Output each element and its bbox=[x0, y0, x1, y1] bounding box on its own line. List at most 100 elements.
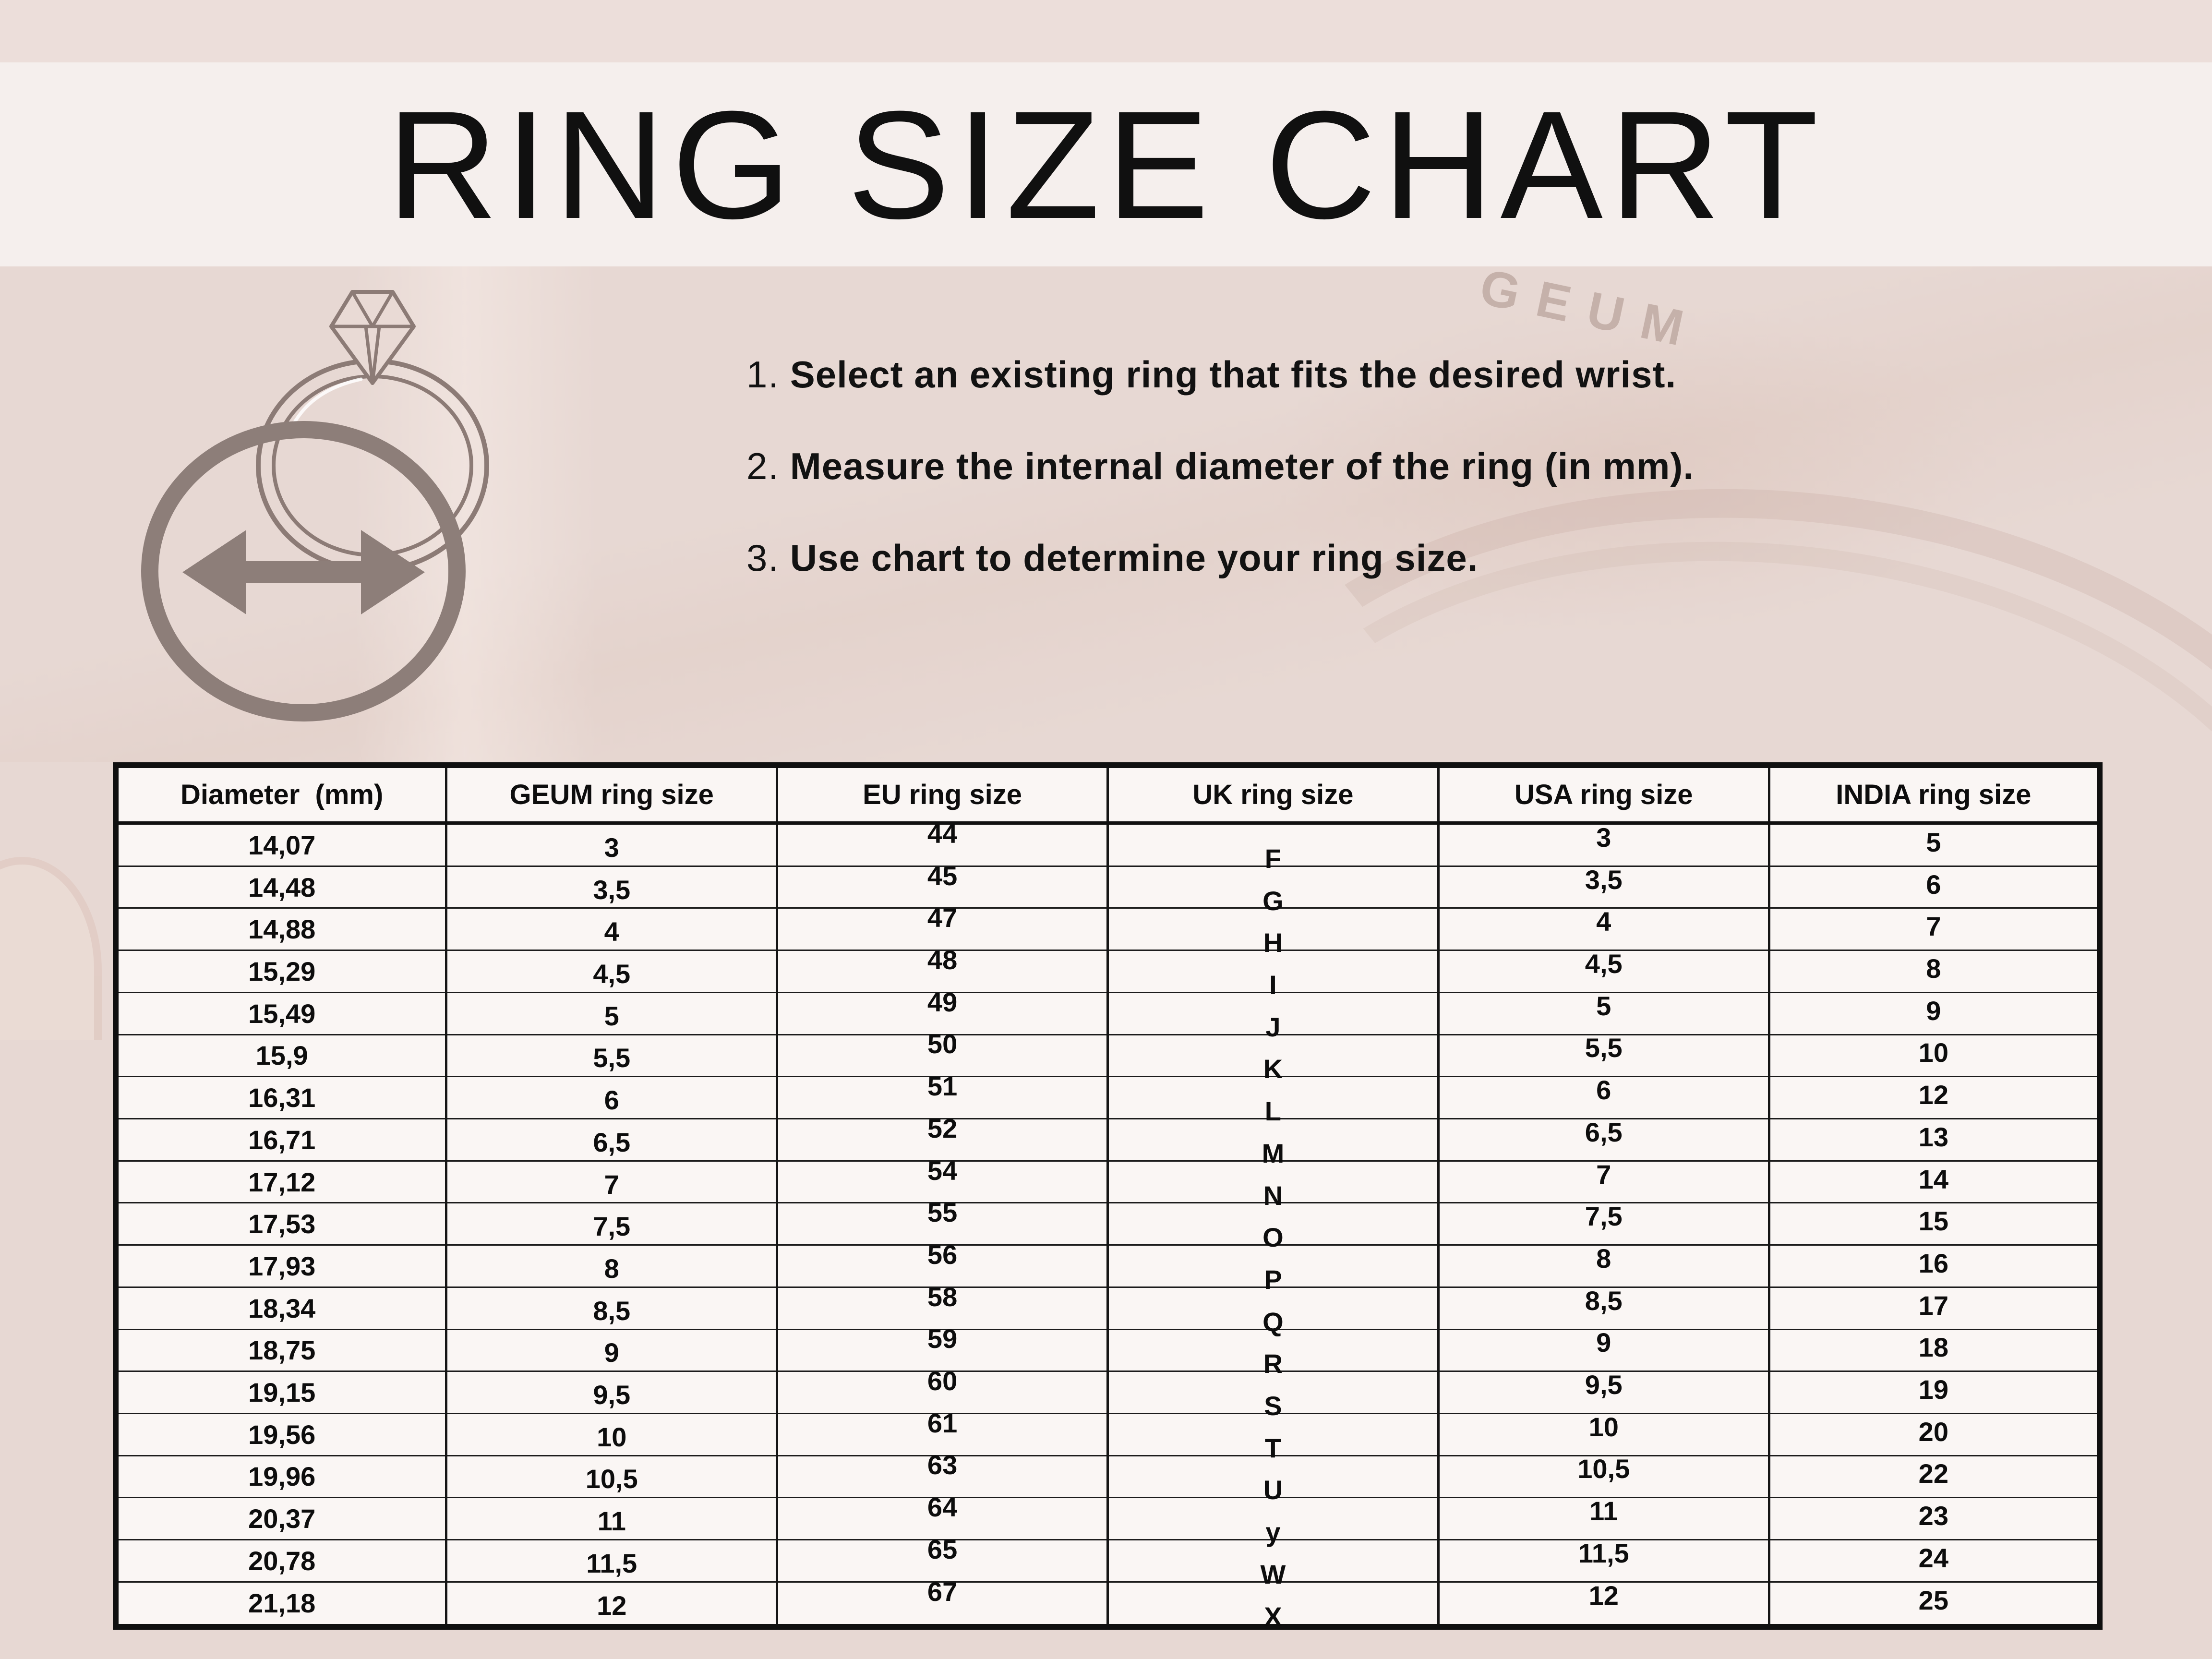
table-cell: W bbox=[1106, 1539, 1440, 1589]
table-cell: 50 bbox=[776, 1029, 1109, 1078]
table-row: 19,15 9,5 60 S 9,5 19 bbox=[114, 1366, 2101, 1421]
table-cell: 16,71 bbox=[114, 1118, 448, 1162]
instruction-step-2: 2. Measure the internal diameter of the … bbox=[746, 445, 1694, 488]
table-cell: 67 bbox=[776, 1576, 1109, 1628]
table-cell: 8 bbox=[1437, 1243, 1770, 1288]
table-cell: X bbox=[1106, 1581, 1440, 1632]
table-cell: 19,96 bbox=[114, 1455, 448, 1499]
instruction-list: 1. Select an existing ring that fits the… bbox=[746, 353, 1694, 580]
table-row: 20,37 11 64 y 11 23 bbox=[114, 1492, 2101, 1547]
step-text: Select an existing ring that fits the de… bbox=[790, 353, 1677, 396]
table-cell: 14,48 bbox=[114, 865, 448, 909]
table-cell: 10,5 bbox=[1437, 1454, 1770, 1499]
table-cell: J bbox=[1106, 991, 1440, 1042]
instruction-step-1: 1. Select an existing ring that fits the… bbox=[746, 353, 1694, 397]
table-cell: 9 bbox=[445, 1328, 779, 1372]
table-cell: 19,15 bbox=[114, 1370, 448, 1414]
table-cell: 15,29 bbox=[114, 950, 448, 993]
table-row: 19,96 10,5 63 U 10,5 22 bbox=[114, 1450, 2101, 1505]
step-text: Use chart to determine your ring size. bbox=[790, 537, 1479, 579]
table-cell: 4,5 bbox=[1437, 949, 1770, 993]
table-row: 16,71 6,5 52 M 6,5 13 bbox=[114, 1113, 2101, 1168]
instruction-step-3: 3. Use chart to determine your ring size… bbox=[746, 536, 1694, 580]
column-header: Diameter (mm) bbox=[114, 764, 448, 825]
table-cell: 5 bbox=[1437, 991, 1770, 1035]
table-cell: 58 bbox=[776, 1282, 1109, 1330]
table-row: 14,88 4 47 H 4 7 bbox=[114, 902, 2101, 958]
table-cell: 7 bbox=[445, 1160, 779, 1204]
table-cell: 15,49 bbox=[114, 991, 448, 1035]
table-cell: 6 bbox=[445, 1076, 779, 1119]
table-row: 20,78 11,5 65 W 11,5 24 bbox=[114, 1534, 2101, 1589]
table-cell: 8,5 bbox=[1437, 1286, 1770, 1330]
table-cell: 11 bbox=[1437, 1496, 1770, 1541]
table-cell: 17,53 bbox=[114, 1202, 448, 1246]
table-cell: 9 bbox=[1437, 1327, 1770, 1372]
table-cell: 59 bbox=[776, 1323, 1109, 1372]
table-cell: L bbox=[1106, 1076, 1440, 1126]
table-cell: O bbox=[1106, 1202, 1440, 1252]
table-cell: 3,5 bbox=[445, 865, 779, 909]
table-cell: 6,5 bbox=[1437, 1117, 1770, 1162]
column-header: USA ring size bbox=[1437, 764, 1770, 825]
column-header: INDIA ring size bbox=[1767, 764, 2101, 825]
table-cell: 44 bbox=[776, 818, 1109, 867]
table-cell: 15,9 bbox=[114, 1034, 448, 1078]
table-cell: 17 bbox=[1767, 1286, 2101, 1330]
table-cell: 24 bbox=[1767, 1539, 2101, 1583]
table-cell: 55 bbox=[776, 1197, 1109, 1246]
table-cell: 60 bbox=[776, 1366, 1109, 1414]
table-cell: 12 bbox=[445, 1581, 779, 1628]
table-cell: 7,5 bbox=[445, 1202, 779, 1246]
table-cell: 18,75 bbox=[114, 1328, 448, 1372]
table-cell: 64 bbox=[776, 1492, 1109, 1541]
top-strip bbox=[0, 0, 2212, 62]
table-cell: 18,34 bbox=[114, 1286, 448, 1330]
table-cell: M bbox=[1106, 1118, 1440, 1168]
table-cell: 9 bbox=[1767, 991, 2101, 1035]
table-cell: 61 bbox=[776, 1408, 1109, 1456]
table-cell: 47 bbox=[776, 902, 1109, 951]
table-row: 18,34 8,5 58 Q 8,5 17 bbox=[114, 1282, 2101, 1337]
table-cell: 25 bbox=[1767, 1581, 2101, 1628]
table-cell: 8 bbox=[445, 1244, 779, 1288]
size-table-head: Diameter (mm) GEUM ring size EU ring size U… bbox=[114, 764, 2101, 825]
table-cell: 65 bbox=[776, 1534, 1109, 1583]
table-cell: 17,12 bbox=[114, 1160, 448, 1204]
table-cell: 17,93 bbox=[114, 1244, 448, 1288]
table-cell: 23 bbox=[1767, 1497, 2101, 1541]
title-banner: RING SIZE CHART bbox=[0, 62, 2212, 266]
table-cell: 48 bbox=[776, 945, 1109, 993]
table-row: 19,56 10 61 T 10 20 bbox=[114, 1408, 2101, 1463]
stone-arch-shape bbox=[0, 857, 102, 1040]
table-cell: 63 bbox=[776, 1450, 1109, 1499]
table-cell: Q bbox=[1106, 1286, 1440, 1337]
table-row: 14,07 3 44 F 3 5 bbox=[114, 818, 2101, 874]
table-cell: 8,5 bbox=[445, 1286, 779, 1330]
table-cell: P bbox=[1106, 1244, 1440, 1295]
table-cell: N bbox=[1106, 1160, 1440, 1211]
table-cell: 6,5 bbox=[445, 1118, 779, 1162]
table-cell: 3 bbox=[1437, 822, 1770, 867]
table-row: 17,12 7 54 N 7 14 bbox=[114, 1155, 2101, 1211]
table-cell: 15 bbox=[1767, 1202, 2101, 1246]
table-cell: 12 bbox=[1767, 1076, 2101, 1119]
table-cell: 10 bbox=[445, 1412, 779, 1456]
table-cell: H bbox=[1106, 907, 1440, 958]
table-cell: 5 bbox=[445, 991, 779, 1035]
table-cell: 54 bbox=[776, 1155, 1109, 1204]
step-text: Measure the internal diameter of the rin… bbox=[790, 445, 1695, 487]
table-cell: 11,5 bbox=[1437, 1538, 1770, 1583]
table-cell: 14,88 bbox=[114, 907, 448, 951]
table-row: 16,31 6 51 L 6 12 bbox=[114, 1071, 2101, 1126]
table-cell: 19 bbox=[1767, 1370, 2101, 1414]
table-cell: 11,5 bbox=[445, 1539, 779, 1583]
table-cell: 52 bbox=[776, 1113, 1109, 1162]
table-cell: 7 bbox=[1767, 907, 2101, 951]
table-cell: 6 bbox=[1767, 865, 2101, 909]
table-cell: 5 bbox=[1767, 822, 2101, 867]
column-header: GEUM ring size bbox=[445, 764, 779, 825]
step-number: 1. bbox=[746, 353, 780, 396]
page-title: RING SIZE CHART bbox=[387, 78, 1825, 251]
